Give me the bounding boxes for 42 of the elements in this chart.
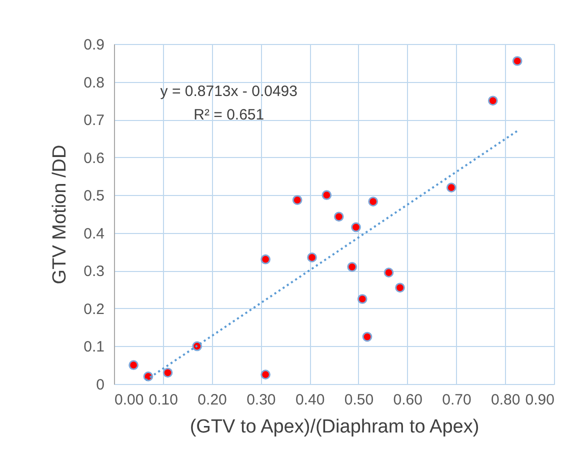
x-tick-label: 0.90 [525,392,554,408]
y-tick-label: 0.8 [84,74,104,92]
point [384,268,394,278]
point [357,294,368,304]
x-tick-label: 0.20 [198,392,227,408]
point [512,56,522,66]
x-tick-label: 0.60 [393,392,422,408]
point [368,196,378,206]
point [347,262,358,272]
x-tick-label: 0.00 [114,392,144,408]
point [322,190,332,200]
y-tick-label: 0 [96,376,104,394]
x-tick-label: 0.40 [295,392,325,408]
point [260,254,270,264]
point [260,370,270,380]
x-tick-label: 0.10 [148,392,178,408]
y-tick-label: 0.3 [84,263,104,280]
point [362,332,372,342]
y-tick-label: 0.9 [84,36,104,54]
point [162,368,173,378]
point [334,212,344,222]
x-tick-label: 0.50 [344,392,374,408]
y-axis-title: GTV Motion /DD [50,144,71,284]
x-tick-label: 0.30 [246,392,276,408]
y-tick-label: 0.1 [84,338,104,356]
x-tick-label: 0.70 [442,392,472,408]
y-tick-label: 0.4 [84,225,104,242]
point [395,282,405,293]
point [128,360,138,370]
y-tick-label: 0.6 [84,150,104,167]
y-tick-label: 0.2 [84,300,104,318]
x-axis-title: (GTV to Apex)/(Diaphram to Apex) [190,416,480,438]
point [307,252,317,262]
x-tick-label: 0.80 [491,392,520,408]
y-tick-label: 0.7 [84,112,104,130]
y-tick-label: 0.5 [84,188,104,205]
point [446,182,456,192]
point [488,96,498,106]
point [351,222,361,232]
point [292,195,302,205]
annotation: R² = 0.651 [194,106,264,124]
annotation: y = 0.8713x - 0.0493 [160,83,298,100]
